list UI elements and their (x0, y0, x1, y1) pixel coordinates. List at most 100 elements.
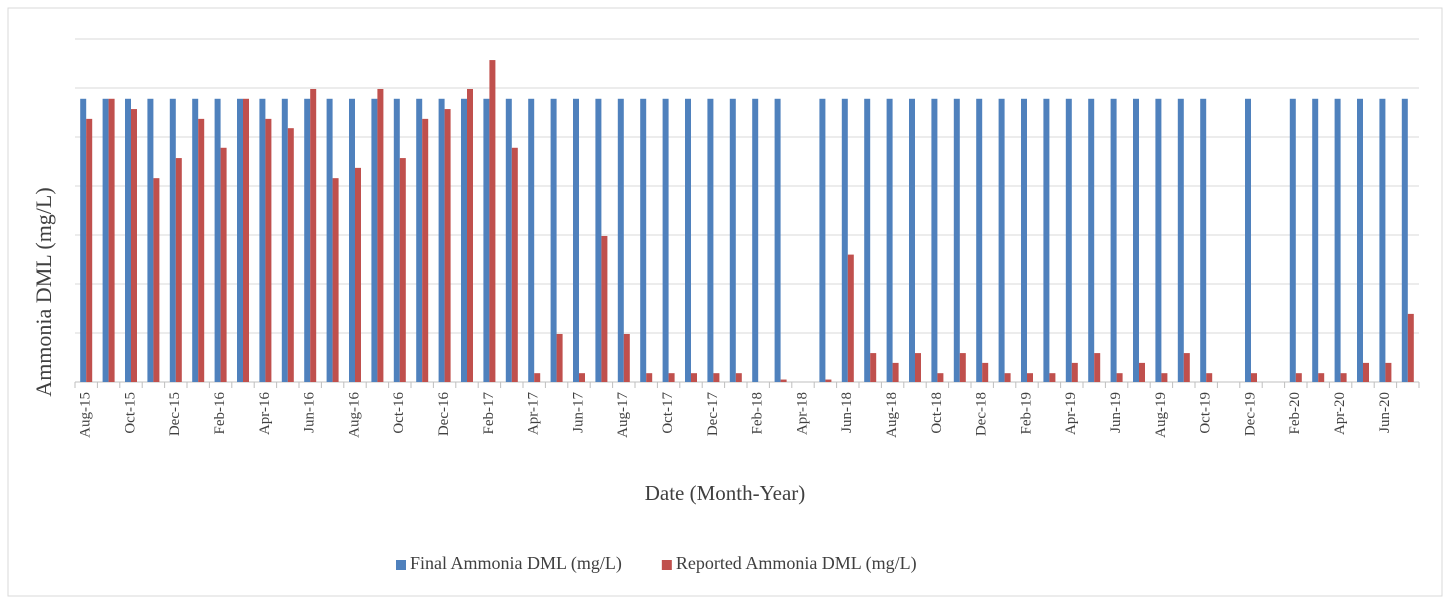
bar (287, 128, 294, 382)
bar (310, 88, 317, 382)
x-tick-label: Apr-17 (526, 392, 542, 436)
x-tick-label: Feb-17 (481, 392, 497, 435)
bar (198, 118, 205, 383)
bar (1295, 373, 1302, 382)
bar (416, 98, 423, 382)
bar (729, 98, 736, 382)
x-tick-label: Jun-17 (570, 392, 586, 433)
bar (556, 333, 563, 382)
bar (483, 98, 490, 382)
bar (1251, 373, 1257, 382)
bar (953, 98, 960, 382)
x-tick-label: Apr-19 (1063, 392, 1079, 435)
bar (243, 98, 249, 382)
bar (1379, 98, 1386, 382)
x-tick-label: Dec-15 (167, 392, 183, 436)
bar (640, 98, 647, 382)
bar (259, 98, 266, 382)
x-tick-label: Jun-18 (839, 392, 855, 433)
bar (819, 98, 826, 382)
bar (707, 98, 714, 382)
bar (847, 254, 854, 382)
bar (1043, 98, 1050, 382)
bar (998, 98, 1005, 382)
bar (1088, 98, 1095, 382)
bar (399, 158, 406, 382)
x-tick-label: Oct-15 (122, 392, 138, 434)
x-tick-label: Oct-16 (391, 392, 407, 434)
bar (601, 235, 608, 382)
bar (646, 373, 653, 382)
bar (422, 118, 429, 383)
bar (1065, 98, 1072, 382)
bar (931, 98, 938, 382)
bar (841, 98, 848, 382)
bar (86, 118, 93, 383)
bar (825, 379, 832, 382)
bar (461, 98, 467, 382)
x-tick-label: Dec-17 (705, 392, 721, 437)
bar (886, 98, 893, 382)
legend-label: Reported Ammonia DML (mg/L) (676, 553, 917, 574)
x-tick-label: Jun-19 (1108, 392, 1124, 433)
bar (175, 158, 182, 382)
bar (511, 147, 518, 382)
bar (438, 98, 445, 382)
bar (1161, 373, 1168, 382)
bar (1116, 373, 1123, 382)
bar (1021, 98, 1027, 382)
bar (1385, 362, 1392, 382)
bar (915, 353, 921, 382)
bar (573, 98, 579, 382)
bar (371, 98, 378, 382)
x-tick-label: Dec-16 (436, 392, 452, 437)
bar (780, 379, 787, 382)
bar (976, 98, 983, 382)
bar (1289, 98, 1296, 382)
bar (528, 98, 535, 382)
bar (579, 373, 585, 382)
bar (909, 98, 915, 382)
bar (102, 98, 109, 382)
bar (1183, 353, 1190, 382)
bar (550, 98, 557, 382)
bar (1363, 362, 1369, 382)
bar (489, 60, 496, 382)
x-tick-label: Jun-16 (302, 392, 318, 433)
bar (467, 88, 473, 382)
bar (220, 147, 227, 382)
legend-swatch (396, 560, 406, 570)
bar (870, 353, 877, 382)
bar (691, 373, 697, 382)
x-tick-label: Feb-20 (1287, 392, 1303, 435)
bar (349, 98, 355, 382)
bar (623, 333, 630, 382)
bar (735, 373, 742, 382)
bar (131, 109, 137, 382)
bar (1133, 98, 1139, 382)
bar (1155, 98, 1162, 382)
bar (713, 373, 720, 382)
bar (1401, 98, 1408, 382)
bar (937, 373, 944, 382)
x-tick-label: Dec-19 (1242, 392, 1258, 436)
x-tick-label: Aug-19 (1153, 392, 1169, 438)
bar (1206, 373, 1213, 382)
x-axis-title: Date (Month-Year) (645, 481, 806, 505)
bar (80, 98, 87, 382)
bar (1340, 373, 1347, 382)
bar (1312, 98, 1319, 382)
x-tick-label: Aug-15 (78, 392, 94, 438)
x-tick-label: Apr-20 (1332, 392, 1348, 435)
bar (153, 178, 160, 382)
bar (332, 178, 339, 382)
bar (1245, 98, 1251, 382)
x-tick-label: Oct-17 (660, 392, 676, 434)
bar (505, 98, 512, 382)
x-tick-label: Oct-19 (1198, 392, 1214, 434)
bar (192, 98, 199, 382)
bar (1071, 362, 1078, 382)
bar (685, 98, 691, 382)
bar (377, 88, 384, 382)
